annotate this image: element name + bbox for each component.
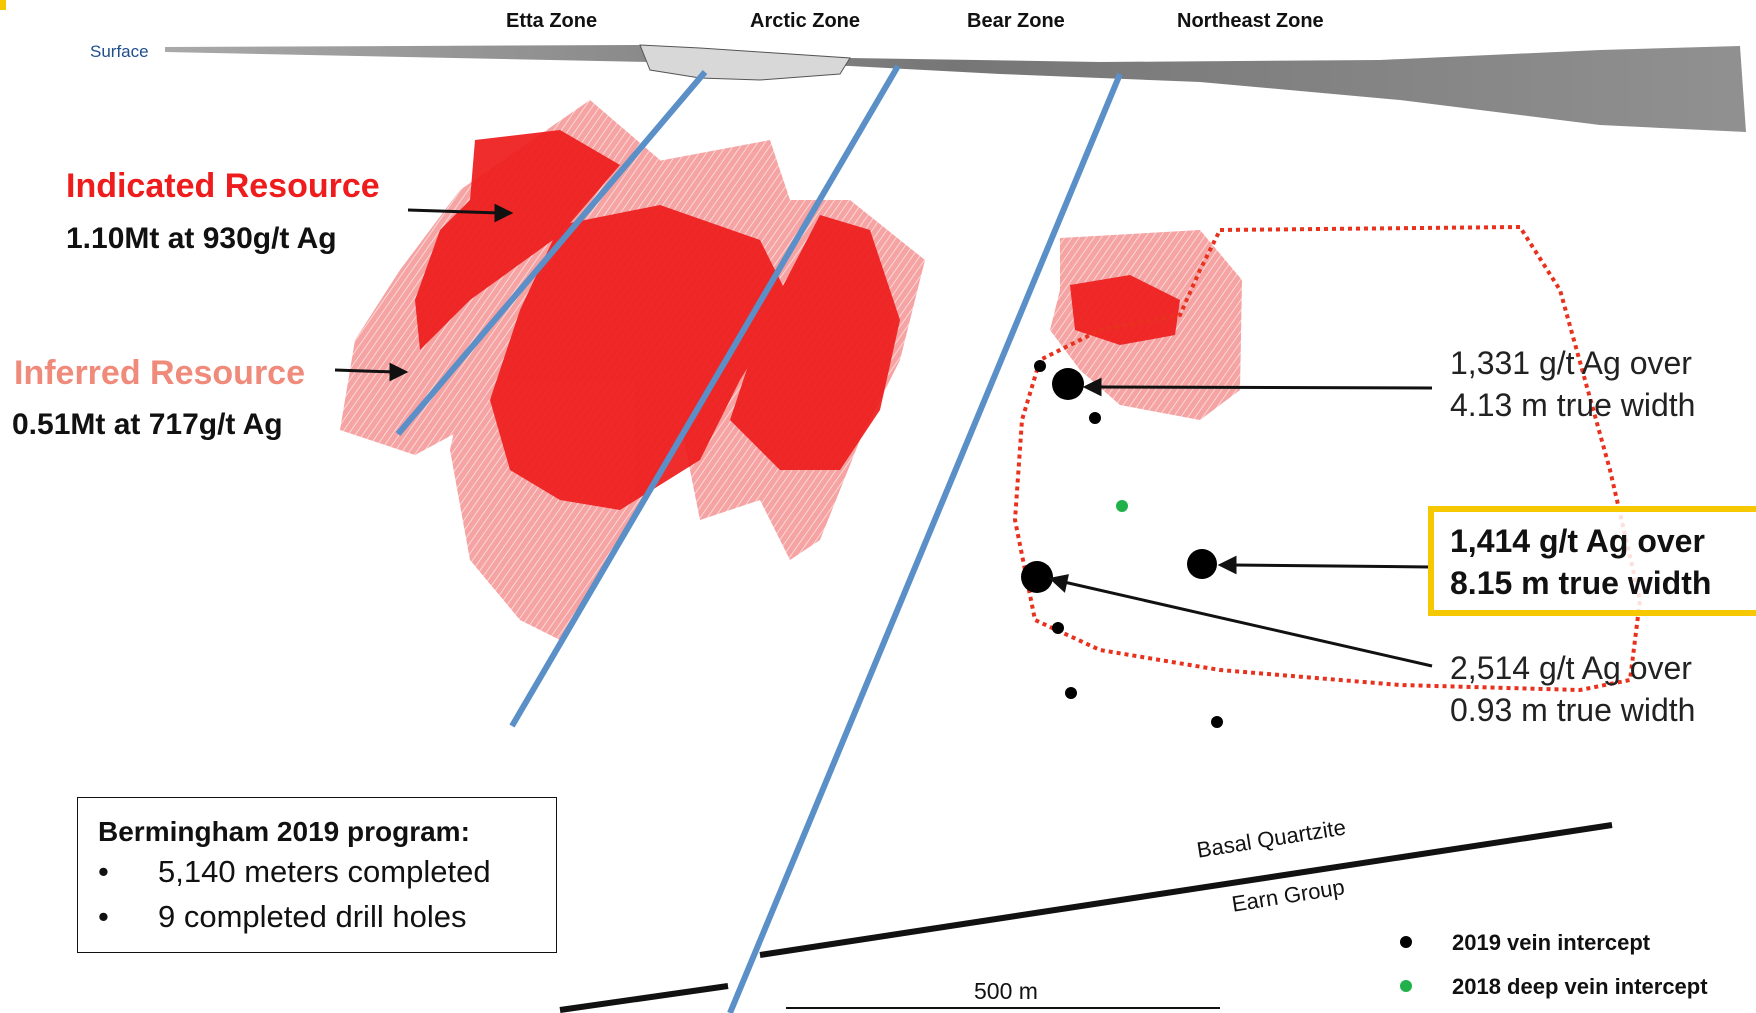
surface-topography bbox=[165, 44, 1746, 132]
intercept-dot bbox=[1065, 687, 1077, 699]
intercept-note-2-line2: 8.15 m true width bbox=[1450, 565, 1712, 601]
geologic-contact-line bbox=[559, 822, 1613, 1013]
scale-bar-label: 500 m bbox=[974, 978, 1038, 1004]
intercept-dot bbox=[1211, 716, 1223, 728]
program-item: • 5,140 meters completed bbox=[98, 854, 491, 889]
zone-label-etta: Etta Zone bbox=[506, 10, 598, 32]
vein-intercept-markers bbox=[1021, 360, 1223, 728]
legend-label-2019: 2019 vein intercept bbox=[1452, 930, 1651, 955]
indicated-resource-value: 1.10Mt at 930g/t Ag bbox=[66, 222, 337, 255]
zone-label-bear: Bear Zone bbox=[967, 10, 1065, 32]
corner-accent bbox=[0, 0, 6, 10]
intercept-note-2-line1: 1,414 g/t Ag over bbox=[1450, 523, 1705, 559]
intercept-dot bbox=[1089, 412, 1101, 424]
zone-label-northeast: Northeast Zone bbox=[1177, 10, 1324, 32]
intercept-note-1-line1: 1,331 g/t Ag over bbox=[1450, 345, 1692, 381]
intercept-dot-large bbox=[1187, 549, 1217, 579]
program-summary-box: Bermingham 2019 program: • 5,140 meters c… bbox=[77, 797, 557, 953]
intercept-dot-large bbox=[1052, 368, 1084, 400]
legend-marker-2018 bbox=[1400, 980, 1412, 992]
intercept-dot bbox=[1052, 622, 1064, 634]
intercept-note-3-line1: 2,514 g/t Ag over bbox=[1450, 650, 1692, 686]
program-item-text: 5,140 meters completed bbox=[158, 854, 491, 889]
exploration-target-outline bbox=[1012, 224, 1643, 693]
indicated-resource-title: Indicated Resource bbox=[66, 167, 380, 205]
legend-label-2018: 2018 deep vein intercept bbox=[1452, 974, 1708, 999]
legend-marker-2019 bbox=[1400, 936, 1412, 948]
program-title: Bermingham 2019 program: bbox=[98, 816, 470, 847]
intercept-note-1-line2: 4.13 m true width bbox=[1450, 387, 1696, 423]
intercept-dot bbox=[1034, 360, 1046, 372]
highlight-box bbox=[1428, 506, 1756, 616]
inferred-resource-title: Inferred Resource bbox=[14, 354, 305, 392]
surface-label: Surface bbox=[90, 42, 149, 61]
callout-arrows bbox=[334, 203, 1433, 668]
program-item: • 9 completed drill holes bbox=[98, 899, 467, 934]
intercept-note-3-line2: 0.93 m true width bbox=[1450, 692, 1696, 728]
zone-label-arctic: Arctic Zone bbox=[750, 10, 861, 32]
indicated-resource-body bbox=[415, 130, 1180, 510]
intercept-dot-large bbox=[1021, 561, 1053, 593]
inferred-resource-value: 0.51Mt at 717g/t Ag bbox=[12, 408, 283, 441]
program-item-text: 9 completed drill holes bbox=[158, 899, 467, 934]
intercept-dot-2018 bbox=[1116, 500, 1128, 512]
fault-lines bbox=[395, 64, 1123, 1013]
